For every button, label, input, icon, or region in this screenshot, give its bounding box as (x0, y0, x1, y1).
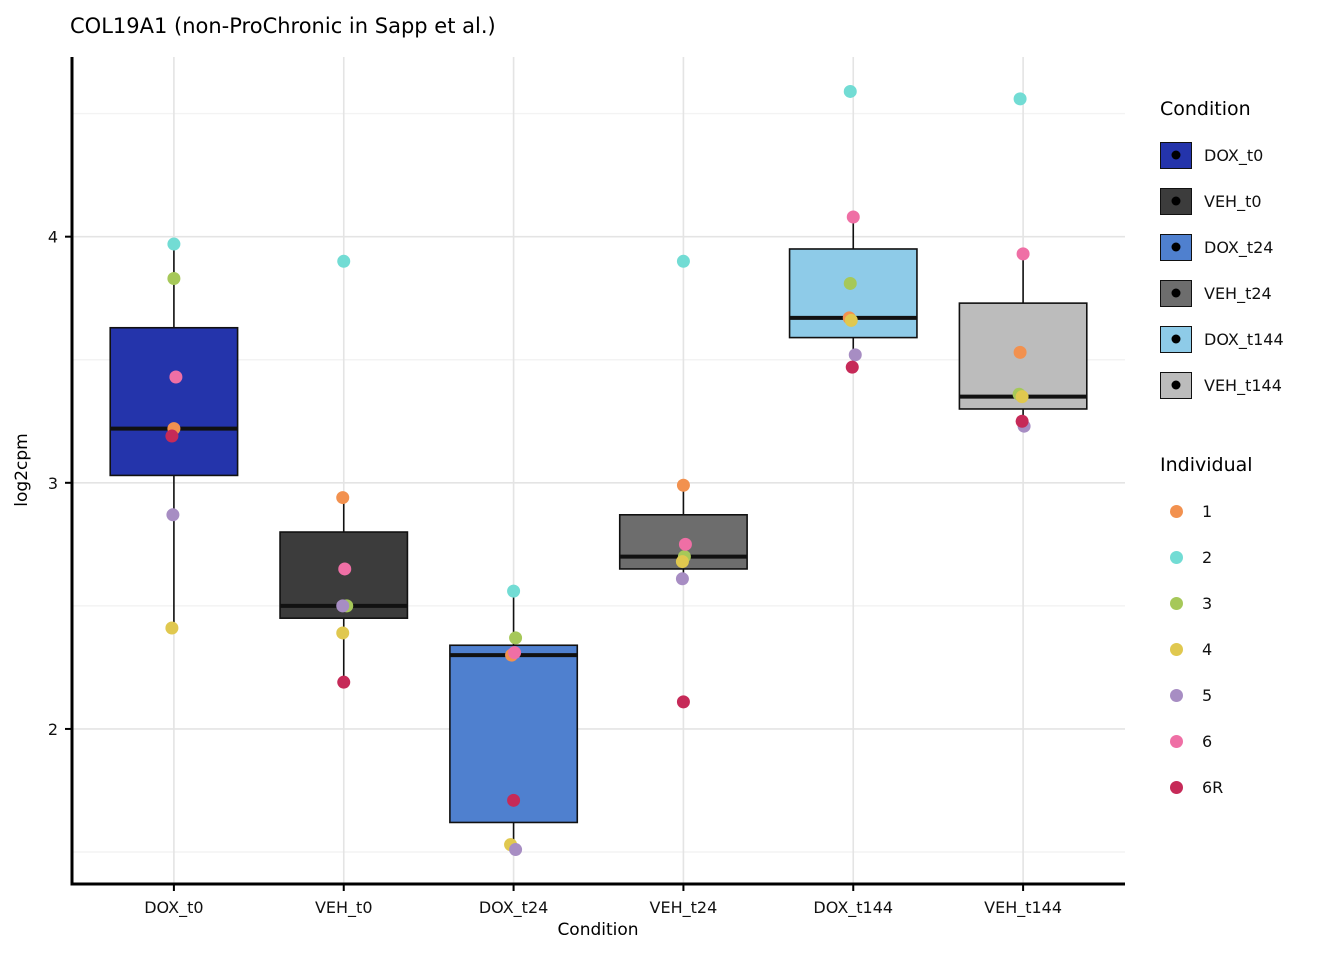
point-VEH_t0-2 (337, 254, 351, 268)
point-VEH_t144-2 (1013, 92, 1027, 106)
legend-dot-individual-5 (1170, 688, 1183, 702)
legend-key-DOX_t0: DOX_t0 (1160, 132, 1344, 178)
point-DOX_t24-6R (507, 793, 521, 807)
x-tick-label-VEH_t144: VEH_t144 (984, 898, 1062, 918)
legend-condition-items: DOX_t0 VEH_t0 DOX_t24 VEH_t24 DOX_t144 VEH_t1… (1160, 132, 1344, 408)
legend-swatch-VEH_t24 (1160, 279, 1192, 307)
legend-label-individual-1: 1 (1202, 501, 1213, 521)
legend-label-VEH_t0: VEH_t0 (1204, 191, 1262, 211)
legend-swatch-DOX_t0 (1160, 141, 1192, 169)
legend-swatch-dot (1171, 196, 1181, 206)
point-VEH_t144-6R (1015, 414, 1029, 428)
legend-swatch-dot (1171, 242, 1181, 252)
point-VEH_t144-1 (1013, 345, 1027, 359)
legend-key-DOX_t24: DOX_t24 (1160, 224, 1344, 270)
legend-label-VEH_t144: VEH_t144 (1204, 375, 1282, 395)
legend-dot-individual-4 (1170, 642, 1183, 656)
point-VEH_t24-6R (676, 695, 690, 709)
legend-label-individual-5: 5 (1202, 685, 1213, 705)
point-VEH_t24-6 (678, 537, 692, 551)
point-DOX_t24-2 (507, 584, 521, 598)
x-axis-label: Condition (557, 920, 639, 940)
legend-swatch-dot (1171, 380, 1181, 390)
y-tick-label: 3 (48, 474, 58, 493)
point-DOX_t24-5 (509, 843, 523, 857)
legend-swatch-dot (1171, 334, 1181, 344)
x-tick-label-DOX_t144: DOX_t144 (813, 898, 893, 918)
legend-dot-individual-6 (1170, 734, 1183, 748)
legend-label-individual-6R: 6R (1202, 777, 1224, 797)
legend-label-individual-4: 4 (1202, 639, 1213, 659)
point-VEH_t0-6R (337, 675, 351, 689)
legend: Condition DOX_t0 VEH_t0 DOX_t24 VEH_t24 DOX_… (1160, 98, 1344, 810)
legend-key-VEH_t24: VEH_t24 (1160, 270, 1344, 316)
legend-key-VEH_t0: VEH_t0 (1160, 178, 1344, 224)
legend-label-DOX_t0: DOX_t0 (1204, 145, 1264, 165)
point-DOX_t24-6 (508, 646, 522, 660)
point-DOX_t144-4 (844, 313, 858, 327)
legend-individual-title: Individual (1160, 454, 1253, 476)
x-tick-label-VEH_t24: VEH_t24 (650, 898, 718, 918)
legend-key-individual-3: 3 (1160, 580, 1344, 626)
legend-key-individual-1: 1 (1160, 488, 1344, 534)
legend-swatch-VEH_t0 (1160, 187, 1192, 215)
legend-label-VEH_t24: VEH_t24 (1204, 283, 1272, 303)
point-VEH_t24-1 (676, 478, 690, 492)
legend-dot-individual-3 (1170, 596, 1183, 610)
point-DOX_t0-5 (166, 508, 180, 522)
x-tick-label-DOX_t24: DOX_t24 (479, 898, 548, 918)
legend-label-individual-6: 6 (1202, 731, 1213, 751)
point-DOX_t0-3 (167, 272, 181, 286)
y-axis-label: log2cpm (12, 433, 32, 507)
point-DOX_t0-2 (167, 237, 181, 251)
legend-label-DOX_t24: DOX_t24 (1204, 237, 1274, 257)
legend-key-individual-6R: 6R (1160, 764, 1344, 810)
legend-condition-title: Condition (1160, 98, 1251, 120)
legend-swatch-dot (1171, 288, 1181, 298)
point-VEH_t0-6 (338, 562, 352, 576)
point-VEH_t0-4 (336, 626, 350, 640)
point-DOX_t0-4 (165, 621, 179, 635)
chart-title: COL19A1 (non-ProChronic in Sapp et al.) (70, 14, 496, 38)
legend-swatch-dot (1171, 150, 1181, 160)
y-tick-label: 4 (48, 228, 58, 247)
legend-dot-individual-6R (1170, 780, 1183, 794)
legend-individual-items: 1 2 3 4 5 6 6R (1160, 488, 1344, 810)
point-VEH_t0-5 (336, 599, 350, 613)
point-VEH_t24-5 (675, 572, 689, 586)
point-VEH_t24-2 (676, 254, 690, 268)
point-DOX_t144-6R (845, 360, 859, 374)
point-DOX_t144-2 (843, 84, 857, 98)
x-tick-label-VEH_t0: VEH_t0 (315, 898, 373, 918)
point-VEH_t0-1 (336, 491, 350, 505)
x-tick-label-DOX_t0: DOX_t0 (144, 898, 203, 918)
point-DOX_t24-3 (509, 631, 523, 645)
point-DOX_t144-6 (846, 210, 860, 224)
legend-label-individual-3: 3 (1202, 593, 1213, 613)
legend-key-individual-4: 4 (1160, 626, 1344, 672)
legend-swatch-VEH_t144 (1160, 371, 1192, 399)
legend-label-individual-2: 2 (1202, 547, 1213, 567)
legend-key-individual-2: 2 (1160, 534, 1344, 580)
legend-key-VEH_t144: VEH_t144 (1160, 362, 1344, 408)
legend-key-individual-6: 6 (1160, 718, 1344, 764)
point-VEH_t24-4 (675, 555, 689, 569)
legend-dot-individual-2 (1170, 550, 1183, 564)
point-VEH_t144-6 (1016, 247, 1030, 261)
point-VEH_t144-4 (1015, 390, 1029, 404)
point-DOX_t144-3 (843, 276, 857, 290)
point-DOX_t0-6 (169, 370, 183, 384)
legend-label-DOX_t144: DOX_t144 (1204, 329, 1284, 349)
point-DOX_t0-6R (165, 429, 179, 443)
box-DOX_t0 (109, 326, 239, 477)
legend-swatch-DOX_t24 (1160, 233, 1192, 261)
legend-key-individual-5: 5 (1160, 672, 1344, 718)
legend-key-DOX_t144: DOX_t144 (1160, 316, 1344, 362)
legend-dot-individual-1 (1170, 504, 1183, 518)
point-DOX_t144-5 (848, 348, 862, 362)
box-DOX_t24 (449, 644, 579, 824)
legend-swatch-DOX_t144 (1160, 325, 1192, 353)
y-tick-label: 2 (48, 720, 58, 739)
